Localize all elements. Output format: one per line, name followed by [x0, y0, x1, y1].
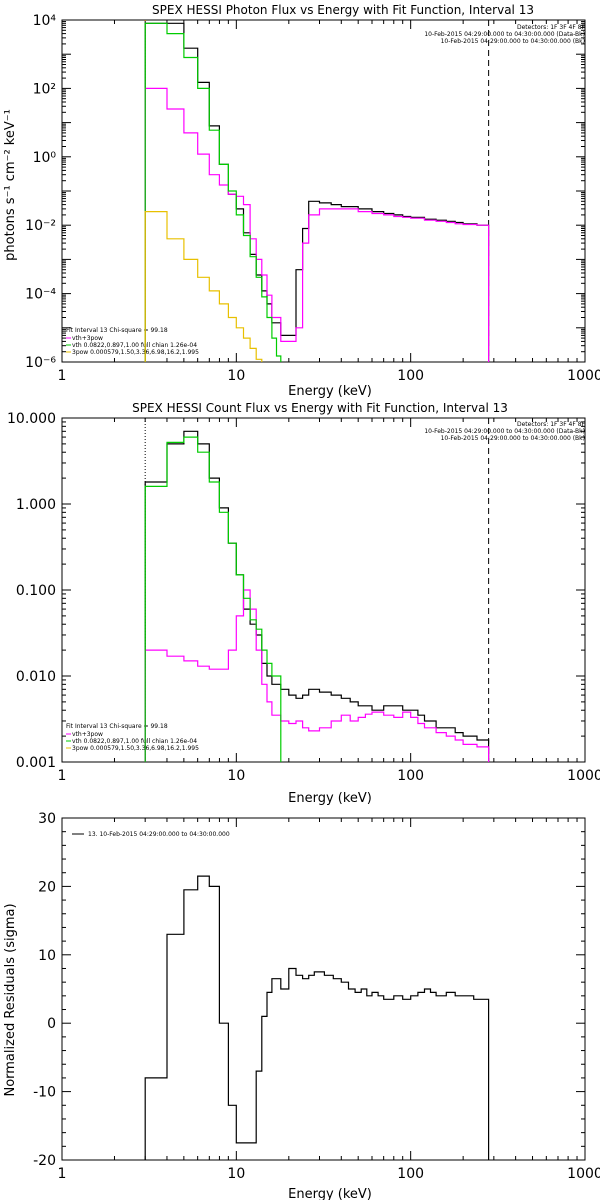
- x-tick-label: 100: [397, 368, 424, 384]
- y-tick-label: 10⁰: [33, 150, 57, 166]
- y-tick-label: 10⁻²: [25, 218, 56, 234]
- x-tick-label: 10: [227, 368, 245, 384]
- chart-title: SPEX HESSI Count Flux vs Energy with Fit…: [132, 401, 508, 415]
- x-axis-label: Energy (keV): [288, 384, 372, 399]
- residuals-panel: Energy (keV) Normalized Residuals (sigma…: [3, 811, 600, 1200]
- detector-header: Detectors: 1F 3F 4F 8F 10-Feb-2015 04:29…: [424, 24, 585, 45]
- x-tick-label: 1000: [567, 1166, 600, 1182]
- plot-frame: [61, 19, 586, 363]
- series-line-2: [144, 436, 282, 762]
- header-bk: 10-Feb-2015 04:29:00.000 to 04:30:00.000…: [441, 435, 585, 442]
- x-axis-label: Energy (keV): [288, 1187, 372, 1200]
- series-line-0: [144, 22, 490, 362]
- y-tick-label: 20: [38, 879, 56, 895]
- x-tick-label: 1000: [567, 768, 600, 784]
- fit-info: Fit Interval 13 Chi-square = 99.18 vth+3…: [66, 327, 199, 356]
- y-tick-label: 10⁴: [33, 13, 57, 29]
- y-tick-label: 0.001: [16, 755, 56, 771]
- header-data-bk: 10-Feb-2015 04:29:00.000 to 04:30:00.000…: [424, 428, 585, 435]
- header-bk: 10-Feb-2015 04:29:00.000 to 04:30:00.000…: [441, 38, 585, 45]
- y-axis-label: Normalized Residuals (sigma): [3, 903, 18, 1096]
- photon-flux-panel: SPEX HESSI Photon Flux vs Energy with Fi…: [3, 3, 600, 399]
- x-tick-label: 1: [58, 368, 67, 384]
- detector-header: Detectors: 1F 3F 4F 8F 10-Feb-2015 04:29…: [424, 421, 585, 442]
- fit-3pow-params: 3pow 0.000579,1.50,3.36,6.98,16.2,1.995: [72, 349, 199, 356]
- fit-vth-params: vth 0.0822,0.897,1.00 full chian 1.26e-0…: [72, 738, 197, 745]
- plot-frame: [61, 417, 586, 763]
- y-tick-label: 1.000: [16, 497, 56, 513]
- series-line-2: [144, 22, 282, 362]
- y-tick-label: 10⁻⁴: [25, 287, 56, 303]
- y-tick-label: 10⁻⁶: [25, 355, 56, 371]
- series-line-3: [144, 211, 263, 362]
- legend-label: 13. 10-Feb-2015 04:29:00.000 to 04:30:00…: [88, 831, 230, 838]
- header-detectors: Detectors: 1F 3F 4F 8F: [517, 24, 586, 31]
- series-line-1: [144, 87, 490, 362]
- count-flux-panel: SPEX HESSI Count Flux vs Energy with Fit…: [7, 401, 600, 806]
- plot-frame: [61, 817, 586, 1161]
- header-data-bk: 10-Feb-2015 04:29:00.000 to 04:30:00.000…: [424, 31, 585, 38]
- x-axis-label: Energy (keV): [288, 791, 372, 806]
- x-tick-label: 1: [58, 1166, 67, 1182]
- y-tick-label: -20: [33, 1153, 56, 1169]
- x-tick-label: 100: [397, 768, 424, 784]
- series-line-1: [144, 589, 490, 762]
- y-tick-label: 10: [38, 948, 56, 964]
- x-tick-label: 100: [397, 1166, 424, 1182]
- x-tick-label: 1: [58, 768, 67, 784]
- chart-title: SPEX HESSI Photon Flux vs Energy with Fi…: [152, 3, 534, 17]
- y-tick-label: 0: [47, 1016, 56, 1032]
- x-tick-label: 10: [227, 1166, 245, 1182]
- fit-3pow-params: 3pow 0.000579,1.50,3.36,6.98,16.2,1.995: [72, 745, 199, 752]
- x-tick-label: 1000: [567, 368, 600, 384]
- fit-model: vth+3pow: [72, 731, 103, 738]
- y-tick-label: 30: [38, 811, 56, 827]
- header-detectors: Detectors: 1F 3F 4F 8F: [517, 421, 586, 428]
- fit-model: vth+3pow: [72, 335, 103, 342]
- series-line-0: [144, 430, 490, 762]
- y-axis-label: photons s⁻¹ cm⁻² keV⁻¹: [3, 109, 18, 261]
- y-tick-label: 0.100: [16, 583, 56, 599]
- y-tick-label: 0.010: [16, 669, 56, 685]
- series-line-0: [144, 875, 490, 1160]
- fit-vth-params: vth 0.0822,0.897,1.00 full chian 1.26e-0…: [72, 342, 197, 349]
- y-tick-label: 10²: [33, 81, 56, 97]
- fit-chi-square: Fit Interval 13 Chi-square = 99.18: [66, 723, 168, 730]
- x-tick-label: 10: [227, 768, 245, 784]
- fit-info: Fit Interval 13 Chi-square = 99.18 vth+3…: [66, 723, 199, 752]
- y-tick-label: -10: [33, 1085, 56, 1101]
- y-tick-label: 10.000: [7, 411, 56, 427]
- fit-chi-square: Fit Interval 13 Chi-square = 99.18: [66, 327, 168, 334]
